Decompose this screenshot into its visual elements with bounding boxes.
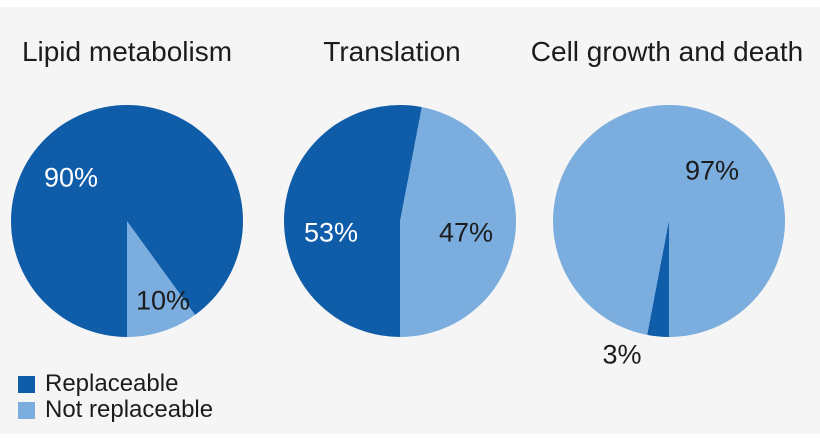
chart-title-cell-growth-and-death: Cell growth and death [530,36,804,67]
pie-lipid-metabolism: 90% 10% [11,105,243,337]
legend-item-not-replaceable: Not replaceable [18,397,213,423]
lipid-not-replaceable-slice-label: 10% [135,285,191,316]
legend: Replaceable Not replaceable [18,371,213,423]
chart-title-translation: Translation [323,36,461,67]
top-edge-strip [0,0,820,7]
pie-cell-growth-and-death: 3% 97% [553,105,785,368]
translation-replaceable-slice-label: 53% [303,217,359,248]
legend-item-replaceable: Replaceable [18,371,213,397]
legend-swatch-replaceable [18,375,35,393]
legend-swatch-not-replaceable [18,401,35,419]
legend-label-not-replaceable: Not replaceable [45,396,214,423]
bottom-edge-strip [0,434,820,438]
cell-growth-not-replaceable-slice-label: 97% [684,155,740,186]
chart-title-lipid-metabolism: Lipid metabolism [21,36,233,67]
cell-growth-replaceable-slice-label: 3% [602,339,642,370]
translation-not-replaceable-slice-label: 47% [438,217,494,248]
lipid-replaceable-slice-label: 90% [43,162,99,193]
pie-translation: 53% 47% [284,105,516,337]
legend-label-replaceable: Replaceable [45,370,179,397]
